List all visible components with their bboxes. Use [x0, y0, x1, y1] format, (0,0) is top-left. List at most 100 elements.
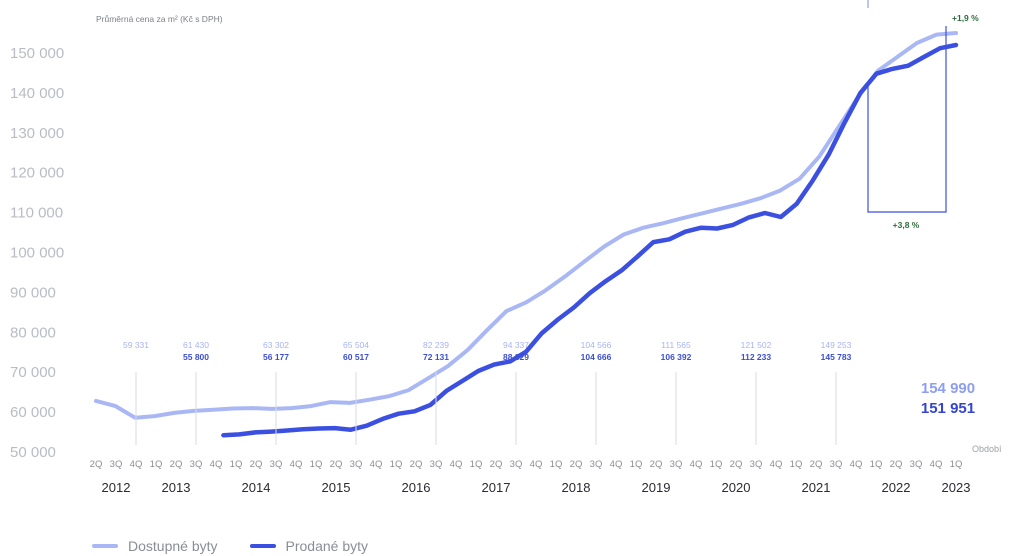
y-tick-label: 50 000 — [10, 444, 56, 461]
x-year-label: 2013 — [162, 480, 191, 495]
x-year-label: 2015 — [322, 480, 351, 495]
annotation-available-value: 63 302 — [263, 340, 289, 350]
x-quarter-label: 2Q — [810, 459, 823, 470]
x-quarter-label: 3Q — [190, 459, 203, 470]
legend-item-sold[interactable]: Prodané byty — [249, 538, 369, 554]
x-quarter-label: 3Q — [830, 459, 843, 470]
x-quarter-label: 3Q — [430, 459, 443, 470]
x-quarter-label: 2Q — [650, 459, 663, 470]
x-quarter-label: 1Q — [870, 459, 883, 470]
x-quarter-label: 4Q — [450, 459, 463, 470]
last-value-available: 154 990 — [921, 380, 975, 397]
x-quarter-label: 4Q — [690, 459, 703, 470]
x-quarter-label: 1Q — [790, 459, 803, 470]
x-quarter-label: 2Q — [730, 459, 743, 470]
x-quarter-label: 4Q — [530, 459, 543, 470]
series-line-sold — [221, 42, 959, 438]
x-year-label: 2018 — [562, 480, 591, 495]
x-quarter-label: 2Q — [170, 459, 183, 470]
price-chart: 50 000 60 000 70 000 80 000 90 000 100 000 110… — [10, 0, 1002, 495]
annotation-sold-value: 72 131 — [423, 352, 449, 362]
y-tick-label: 60 000 — [10, 404, 56, 421]
legend: Dostupné byty Prodané byty — [92, 538, 368, 554]
y-tick-label: 100 000 — [10, 244, 64, 261]
x-quarter-label: 3Q — [590, 459, 603, 470]
x-quarter-label: 1Q — [950, 459, 963, 470]
x-quarter-label: 3Q — [270, 459, 283, 470]
x-quarter-label: 3Q — [750, 459, 763, 470]
x-quarter-label: 1Q — [150, 459, 163, 470]
y-tick-label: 70 000 — [10, 364, 56, 381]
x-quarter-label: 3Q — [350, 459, 363, 470]
change-label-available: +1,9 % — [952, 13, 979, 23]
y-tick-label: 130 000 — [10, 125, 64, 142]
annotation-available-value: 94 337 — [503, 340, 529, 350]
x-quarter-label: 4Q — [130, 459, 143, 470]
x-year-label: 2019 — [642, 480, 671, 495]
x-year-label: 2012 — [102, 480, 131, 495]
x-quarter-label: 4Q — [930, 459, 943, 470]
annotation-sold-value: 55 800 — [183, 352, 209, 362]
y-tick-label: 120 000 — [10, 165, 64, 182]
x-quarter-label: 2Q — [490, 459, 503, 470]
x-year-label: 2023 — [942, 480, 971, 495]
annotation-sold-value: 145 783 — [821, 352, 852, 362]
annotation-sold-value: 106 392 — [661, 352, 692, 362]
x-axis-end-label: Období — [972, 444, 1002, 454]
x-year-label: 2017 — [482, 480, 511, 495]
y-tick-label: 150 000 — [10, 45, 64, 62]
legend-label-available: Dostupné byty — [128, 538, 218, 554]
x-quarter-label: 4Q — [610, 459, 623, 470]
x-quarter-label: 1Q — [710, 459, 723, 470]
x-quarter-label: 3Q — [910, 459, 923, 470]
annotation-sold-value: 60 517 — [343, 352, 369, 362]
x-year-label: 2016 — [402, 480, 431, 495]
annotation-available-value: 111 565 — [661, 340, 691, 350]
y-tick-label: 110 000 — [10, 205, 63, 222]
annotation-available-value: 61 430 — [183, 340, 209, 350]
legend-swatch-sold — [249, 544, 276, 548]
annotation-sold-value: 56 177 — [263, 352, 289, 362]
x-quarter-label: 4Q — [210, 459, 223, 470]
x-quarter-label: 1Q — [310, 459, 323, 470]
legend-item-available[interactable]: Dostupné byty — [92, 538, 218, 554]
x-quarter-label: 1Q — [230, 459, 243, 470]
annotation-available-value: 121 502 — [741, 340, 772, 350]
x-quarter-label: 4Q — [850, 459, 863, 470]
x-quarter-label: 1Q — [550, 459, 563, 470]
last-value-sold: 151 951 — [921, 400, 975, 417]
x-quarter-label: 4Q — [370, 459, 383, 470]
x-quarter-label: 4Q — [290, 459, 303, 470]
x-quarter-label: 1Q — [630, 459, 643, 470]
x-quarter-label: 3Q — [670, 459, 683, 470]
x-quarter-label: 2Q — [250, 459, 263, 470]
legend-label-sold: Prodané byty — [285, 538, 369, 554]
annotation-sold-value: 112 233 — [741, 352, 772, 362]
x-quarter-label: 1Q — [470, 459, 483, 470]
x-quarter-label: 2Q — [90, 459, 103, 470]
annotation-sold-value: 88 829 — [503, 352, 529, 362]
y-tick-label: 90 000 — [10, 284, 56, 301]
y-tick-label: 80 000 — [10, 324, 56, 341]
annotation-available-value: 149 253 — [821, 340, 852, 350]
x-year-label: 2014 — [242, 480, 271, 495]
x-quarter-label: 4Q — [770, 459, 783, 470]
x-quarter-label: 3Q — [110, 459, 123, 470]
annotation-sold-value: 104 666 — [581, 352, 612, 362]
y-tick-label: 140 000 — [10, 85, 64, 102]
x-quarter-label: 2Q — [330, 459, 343, 470]
x-quarter-label: 2Q — [570, 459, 583, 470]
annotation-available-value: 82 239 — [423, 340, 449, 350]
x-quarter-label: 2Q — [410, 459, 423, 470]
x-year-label: 2022 — [882, 480, 911, 495]
chart-subtitle: Průměrná cena za m² (Kč s DPH) — [96, 14, 223, 24]
x-year-label: 2020 — [722, 480, 751, 495]
x-year-label: 2021 — [802, 480, 831, 495]
change-label-sold: +3,8 % — [893, 220, 920, 230]
change-bracket-sold — [867, 26, 947, 213]
x-quarter-label: 3Q — [510, 459, 523, 470]
annotation-available-value: 59 331 — [123, 340, 149, 350]
x-quarter-label: 1Q — [390, 459, 403, 470]
legend-swatch-available — [92, 544, 118, 548]
x-quarter-label: 2Q — [890, 459, 903, 470]
